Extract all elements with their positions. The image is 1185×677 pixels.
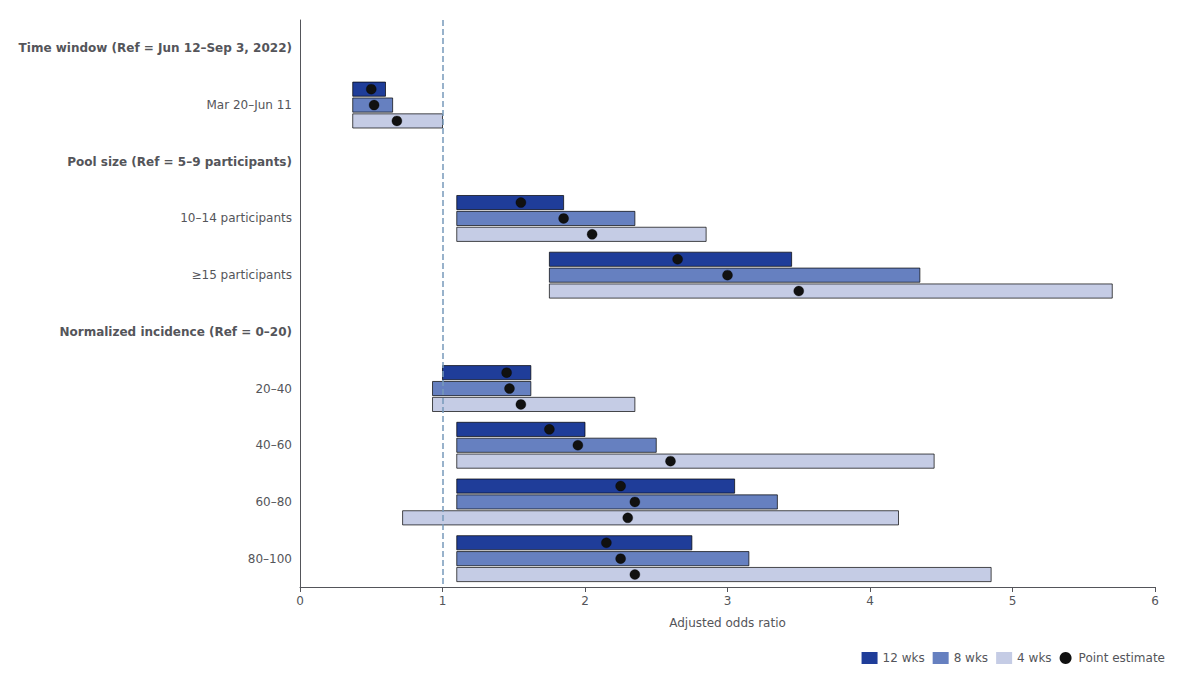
svg-text:12 wks: 12 wks	[883, 651, 925, 665]
svg-text:10–14 participants: 10–14 participants	[180, 211, 292, 225]
svg-text:Pool size (Ref = 5–9 participa: Pool size (Ref = 5–9 participants)	[67, 155, 292, 169]
svg-text:≥15 participants: ≥15 participants	[191, 268, 292, 282]
svg-text:6: 6	[1151, 594, 1159, 608]
svg-text:3: 3	[724, 594, 732, 608]
svg-text:Mar 20–Jun 11: Mar 20–Jun 11	[206, 98, 292, 112]
svg-text:Time window (Ref = Jun 12–Sep: Time window (Ref = Jun 12–Sep 3, 2022)	[19, 41, 292, 55]
svg-text:4 wks: 4 wks	[1017, 651, 1051, 665]
svg-text:4: 4	[866, 594, 874, 608]
svg-text:2: 2	[581, 594, 589, 608]
svg-text:40–60: 40–60	[255, 438, 292, 452]
svg-text:80–100: 80–100	[248, 552, 292, 566]
svg-text:8 wks: 8 wks	[954, 651, 988, 665]
svg-text:0: 0	[296, 594, 304, 608]
svg-text:60–80: 60–80	[255, 495, 292, 509]
svg-text:Normalized incidence (Ref = 0–: Normalized incidence (Ref = 0–20)	[59, 325, 292, 339]
svg-text:Point estimate: Point estimate	[1079, 651, 1165, 665]
svg-text:5: 5	[1009, 594, 1017, 608]
svg-text:1: 1	[439, 594, 447, 608]
svg-text:20–40: 20–40	[255, 382, 292, 396]
svg-text:Adjusted odds ratio: Adjusted odds ratio	[669, 616, 786, 630]
